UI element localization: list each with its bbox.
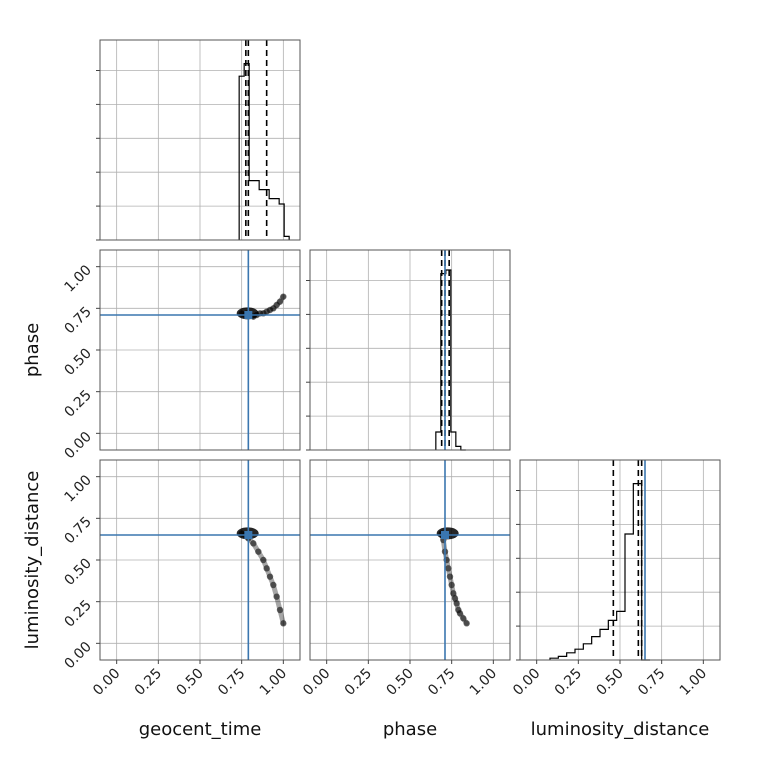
- histogram-geocent-time: [238, 63, 290, 240]
- scatter-point: [460, 615, 467, 622]
- scatter-point: [280, 620, 287, 627]
- histogram-luminosity-distance: [549, 483, 650, 661]
- x-tick-label: 0.50: [173, 666, 206, 699]
- truth-marker: [244, 311, 253, 319]
- y-tick-label: 0.50: [61, 556, 94, 589]
- y-tick-label: 1.00: [61, 472, 94, 505]
- scatter-point: [270, 581, 277, 589]
- x-tick-label: 0.00: [510, 666, 543, 699]
- scatter-point: [273, 593, 280, 600]
- y-tick-label: 0.25: [61, 597, 94, 630]
- x-tick-label: 0.25: [342, 666, 375, 699]
- scatter-point: [280, 293, 287, 300]
- y-tick-label: 0.50: [61, 346, 94, 379]
- scatter-point: [451, 595, 459, 602]
- scatter-point: [266, 573, 274, 580]
- truth-marker: [244, 531, 253, 539]
- x-tick-label: 0.75: [215, 666, 248, 699]
- data-layer: [100, 40, 650, 661]
- x-tick-label: 0.00: [300, 666, 333, 699]
- scatter-point: [448, 581, 455, 589]
- panel-geocent-time: [99, 39, 301, 241]
- x-axis-label: phase: [383, 719, 437, 740]
- y-tick-label: 1.00: [61, 262, 94, 295]
- y-tick-label: 0.75: [61, 514, 94, 547]
- x-axis-label: geocent_time: [139, 719, 262, 740]
- x-tick-label: 0.75: [425, 666, 458, 699]
- scatter-point: [456, 610, 464, 617]
- y-tick-label: 0.25: [61, 387, 94, 420]
- x-tick-label: 0.00: [90, 666, 123, 699]
- scatter-point: [276, 298, 284, 305]
- frame-layer: [96, 39, 721, 664]
- scatter-point: [445, 565, 452, 572]
- y-axis-label: phase: [22, 323, 43, 377]
- y-axis-label: luminosity_distance: [22, 471, 43, 650]
- scatter-point: [463, 620, 470, 627]
- y-tick-label: 0.00: [61, 429, 94, 462]
- x-axis-label: luminosity_distance: [531, 719, 710, 740]
- truth-marker: [441, 531, 449, 539]
- x-tick-label: 0.75: [635, 666, 668, 699]
- x-tick-label: 0.50: [383, 666, 416, 699]
- y-tick-label: 0.75: [61, 304, 94, 337]
- scatter-point: [453, 600, 460, 607]
- scatter-point: [276, 606, 284, 614]
- y-tick-label: 0.00: [61, 639, 94, 672]
- scatter-point: [263, 565, 270, 572]
- scatter-point: [260, 556, 267, 564]
- x-tick-label: 1.00: [677, 666, 710, 699]
- x-tick-label: 1.00: [257, 666, 290, 699]
- scatter-point: [250, 540, 257, 547]
- x-tick-label: 0.50: [593, 666, 626, 699]
- x-tick-label: 0.25: [552, 666, 585, 699]
- scatter-point: [450, 590, 457, 597]
- panel-phase: [309, 249, 511, 451]
- histogram-phase: [435, 269, 466, 451]
- grid-layer: [100, 40, 720, 660]
- x-tick-label: 0.25: [132, 666, 165, 699]
- scatter-point: [255, 548, 262, 555]
- scatter-point: [446, 573, 454, 580]
- x-tick-label: 1.00: [467, 666, 500, 699]
